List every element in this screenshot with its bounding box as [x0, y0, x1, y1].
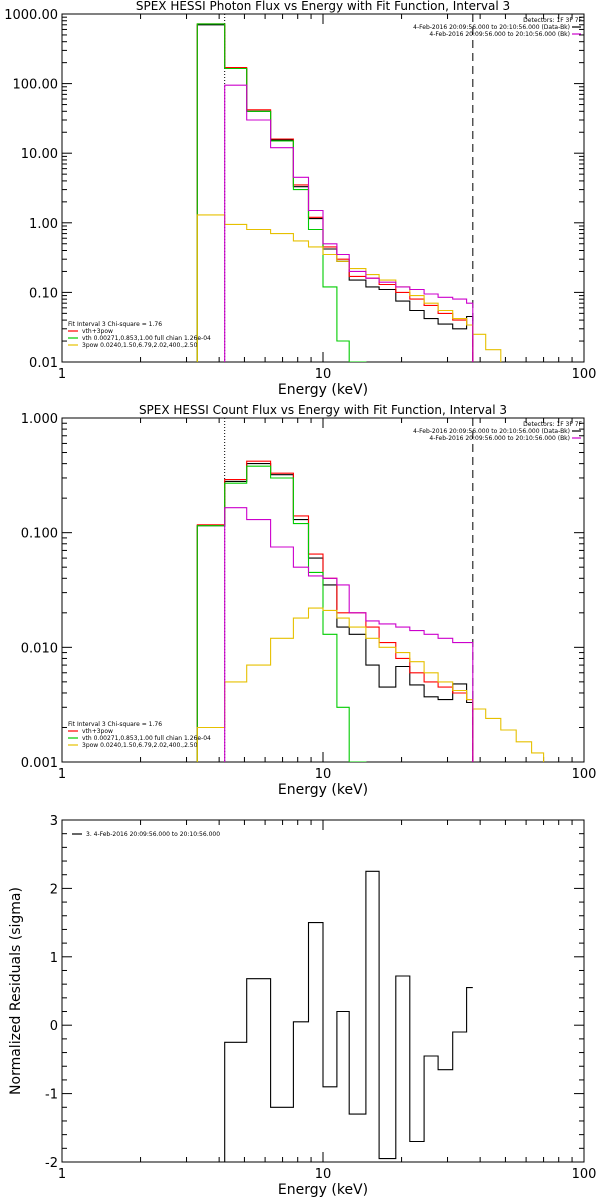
y-tick-label: 10.00 — [21, 147, 58, 162]
y-tick-label: -2 — [45, 1156, 58, 1171]
y-tick-label: 0.010 — [21, 641, 58, 656]
series-vth — [196, 23, 367, 362]
header-line: 4-Feb-2016 20:09:56.000 to 20:10:56.000 … — [413, 428, 570, 435]
y-tick-label: 0.10 — [29, 286, 58, 301]
fit-legend-item: 3pow 0.0240,1.50,6.79,2.02,400.,2.50 — [82, 342, 198, 349]
x-tick-label: 10 — [315, 767, 332, 782]
header-line: Detectors: 1F 3F 7F — [523, 17, 582, 24]
series-bk — [224, 84, 474, 362]
y-tick-label: 0.100 — [21, 527, 58, 542]
series-3-4-feb-2016-20-09-56-00 — [224, 870, 473, 1162]
x-tick-label: 1 — [58, 767, 66, 782]
series-3pow — [196, 607, 545, 762]
x-axis-label: Energy (keV) — [278, 382, 368, 398]
chart-title: SPEX HESSI Photon Flux vs Energy with Fi… — [136, 0, 510, 13]
series-bk — [224, 507, 474, 762]
y-tick-label: -1 — [45, 1088, 58, 1103]
fit-legend-item: vth 0.00271,0.853,1.00 full chian 1.26e-… — [82, 335, 211, 342]
fit-legend-item: vth+3pow — [82, 328, 113, 335]
fit-legend-item: vth+3pow — [82, 728, 113, 735]
series-group — [224, 870, 473, 1162]
fit-legend-item: 3pow 0.0240,1.50,6.79,2.02,400.,2.50 — [82, 742, 198, 749]
fit-legend-header: Fit Interval 3 Chi-square = 1.76 — [68, 321, 162, 328]
y-tick-label: 0.001 — [21, 756, 58, 771]
y-tick-label: 1 — [50, 951, 58, 966]
x-axis-label: Energy (keV) — [278, 1182, 368, 1198]
y-tick-label: 0 — [50, 1019, 58, 1034]
header-line: 4-Feb-2016 20:09:56.000 to 20:10:56.000 … — [429, 31, 570, 38]
fit-legend-header: Fit Interval 3 Chi-square = 1.76 — [68, 721, 162, 728]
x-tick-label: 100 — [572, 767, 597, 782]
series-3pow — [196, 214, 502, 362]
y-tick-label: 3 — [50, 814, 58, 829]
y-tick-label: 1.000 — [21, 412, 58, 427]
x-tick-label: 100 — [572, 1167, 597, 1182]
x-axis-label: Energy (keV) — [278, 782, 368, 798]
y-tick-label: 1.00 — [29, 217, 58, 232]
series-vth — [196, 465, 367, 762]
chart-title: SPEX HESSI Count Flux vs Energy with Fit… — [139, 403, 507, 417]
header-line: 4-Feb-2016 20:09:56.000 to 20:10:56.000 … — [413, 24, 570, 31]
series-data-bk — [196, 24, 474, 362]
x-tick-label: 100 — [572, 367, 597, 382]
series-group — [196, 23, 502, 362]
x-tick-label: 1 — [58, 1167, 66, 1182]
x-tick-label: 10 — [315, 1167, 332, 1182]
series-vth-3pow — [196, 23, 474, 362]
x-tick-label: 1 — [58, 367, 66, 382]
y-tick-label: 1000.00 — [4, 8, 58, 23]
header-line: 4-Feb-2016 20:09:56.000 to 20:10:56.000 … — [429, 435, 570, 442]
chart-panel-1: SPEX HESSI Photon Flux vs Energy with Fi… — [4, 0, 596, 398]
y-axis-label: Normalized Residuals (sigma) — [8, 887, 24, 1095]
header-line: Detectors: 1F 3F 7F — [523, 421, 582, 428]
fit-legend-item: vth 0.00271,0.853,1.00 full chian 1.26e-… — [82, 735, 211, 742]
series-vth-3pow — [196, 460, 474, 762]
y-tick-label: 0.01 — [29, 356, 58, 371]
series-data-bk — [196, 463, 474, 762]
x-tick-label: 10 — [315, 367, 332, 382]
chart-panel-2: SPEX HESSI Count Flux vs Energy with Fit… — [21, 403, 597, 798]
plot-frame — [61, 13, 585, 363]
legend-item: 3. 4-Feb-2016 20:09:56.000 to 20:10:56.0… — [86, 831, 220, 838]
y-tick-label: 100.00 — [13, 78, 59, 93]
chart-panel-3: 1 10 100 Energy (keV) -2 -1 0 1 2 3 Normalized Res… — [8, 814, 596, 1198]
y-tick-label: 2 — [50, 882, 58, 897]
series-group — [196, 460, 545, 762]
